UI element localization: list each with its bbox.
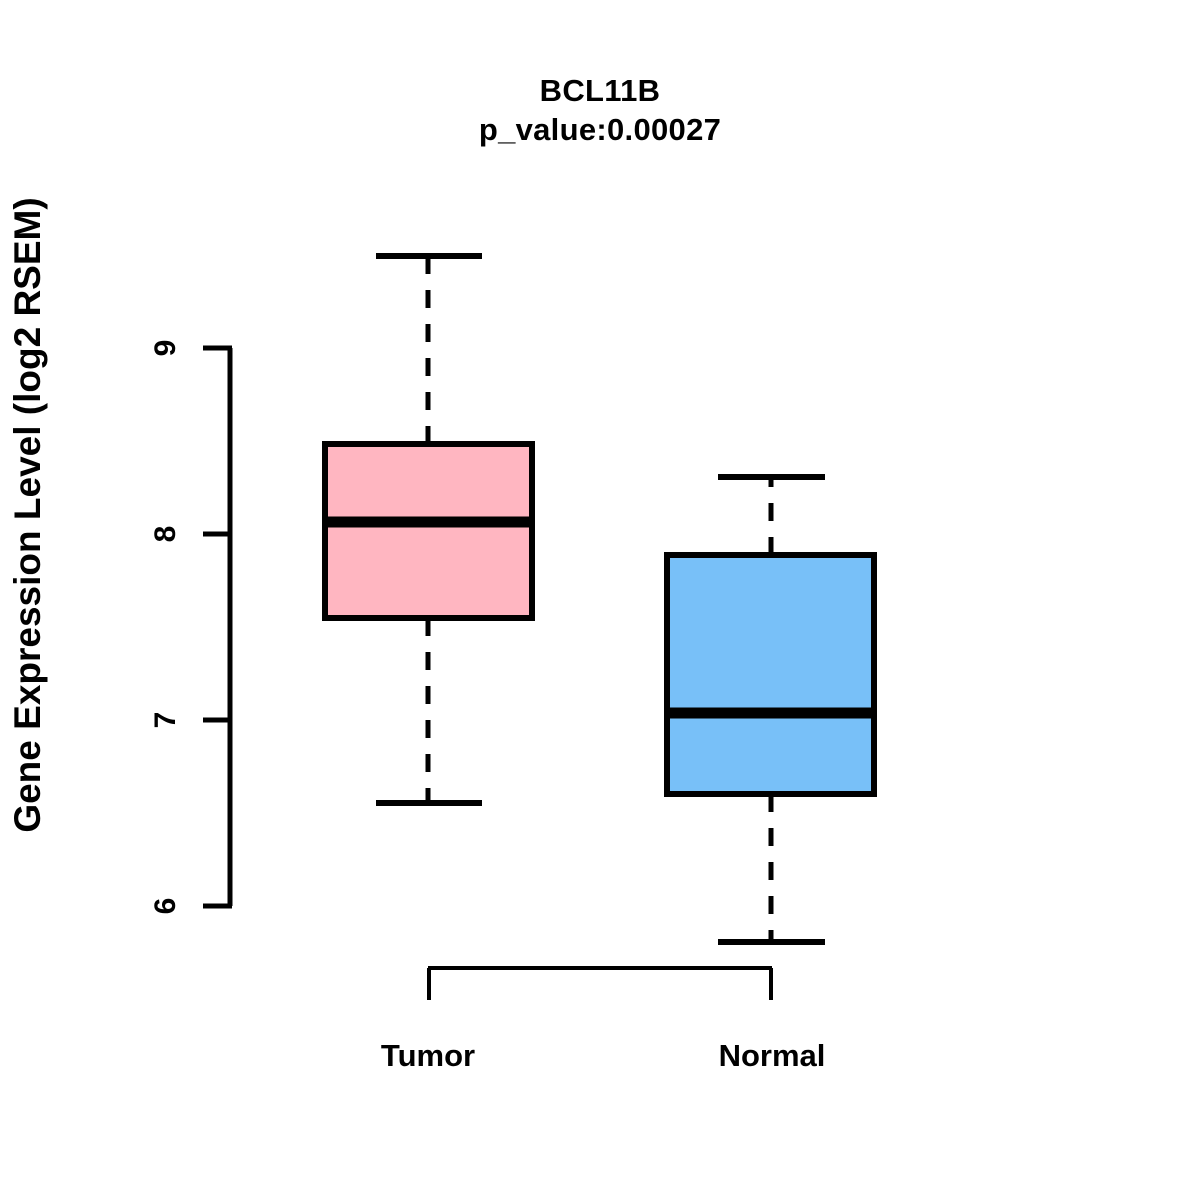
tumor-iqr-box xyxy=(322,441,535,621)
x-tick-label-tumor: Tumor xyxy=(380,1038,476,1073)
box-tumor[interactable] xyxy=(322,253,535,806)
x-tick-label-normal: Normal xyxy=(718,1038,826,1073)
x-axis xyxy=(427,966,773,1000)
box-normal[interactable] xyxy=(664,474,877,945)
normal-iqr-box xyxy=(664,552,877,797)
y-axis xyxy=(203,345,233,909)
